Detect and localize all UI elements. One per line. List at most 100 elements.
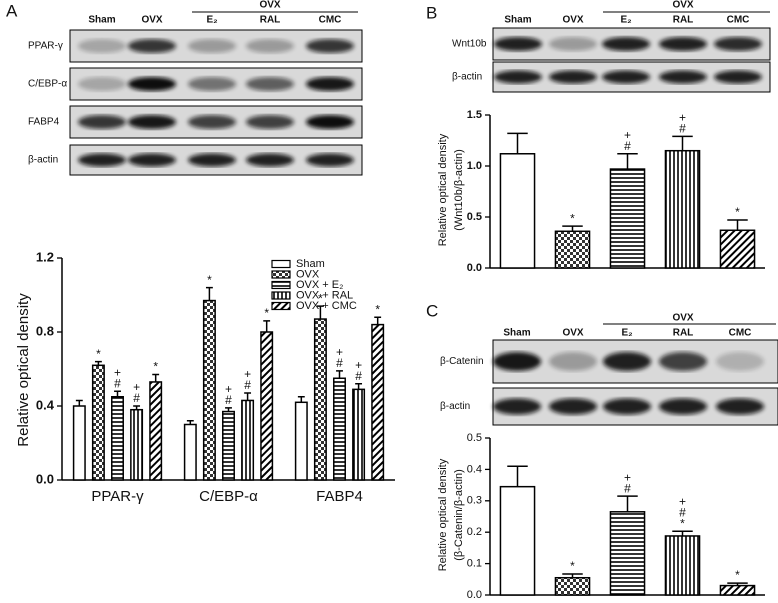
error-bar bbox=[205, 286, 213, 301]
significance-mark: * bbox=[680, 516, 685, 530]
significance-mark: # bbox=[133, 391, 140, 405]
error-bar bbox=[617, 495, 638, 512]
panel-label: A bbox=[6, 1, 18, 20]
error-bar bbox=[75, 399, 83, 406]
bar bbox=[352, 388, 366, 481]
legend-label: Sham bbox=[296, 258, 325, 270]
blot-band bbox=[549, 398, 597, 415]
error-bar bbox=[672, 530, 693, 536]
blot-band bbox=[246, 153, 294, 167]
lane-label: E₂ bbox=[621, 328, 632, 339]
error-bar bbox=[316, 305, 324, 320]
error-bar bbox=[355, 383, 363, 390]
y-axis-label: (Wnt10b/β-actin) bbox=[453, 149, 465, 231]
significance-mark: # bbox=[114, 376, 121, 390]
blot-band bbox=[716, 398, 764, 415]
error-bar bbox=[186, 420, 194, 425]
blot-band bbox=[306, 114, 354, 130]
legend-label: OVX + CMC bbox=[296, 300, 357, 312]
blot-band bbox=[716, 352, 764, 371]
y-tick-label: 0.1 bbox=[467, 558, 482, 570]
lane-label: E₂ bbox=[620, 15, 631, 26]
blot-band bbox=[602, 70, 650, 84]
blot-row-label: PPAR-γ bbox=[28, 41, 63, 52]
y-tick-label: 0.0 bbox=[36, 471, 54, 486]
y-tick-label: 0.0 bbox=[467, 262, 482, 274]
significance-mark: * bbox=[735, 205, 740, 219]
blot-band bbox=[549, 70, 597, 84]
blot-row-label: Wnt10b bbox=[452, 39, 487, 50]
lane-label: RAL bbox=[260, 15, 281, 26]
bar bbox=[371, 323, 385, 481]
error-bar bbox=[114, 390, 121, 397]
x-tick-label: C/EBP-α bbox=[199, 488, 258, 505]
blot-band bbox=[493, 398, 541, 415]
blot-band bbox=[78, 76, 126, 92]
blot-band bbox=[494, 36, 542, 52]
error-bar bbox=[244, 392, 252, 401]
bar bbox=[72, 405, 86, 481]
significance-mark: + bbox=[355, 358, 362, 372]
bar bbox=[91, 364, 105, 481]
legend-swatch bbox=[271, 270, 291, 279]
y-tick-label: 0.0 bbox=[467, 589, 482, 601]
blot-row-label: FABP4 bbox=[28, 117, 60, 128]
significance-mark: + bbox=[336, 345, 343, 359]
significance-mark: # bbox=[225, 393, 232, 407]
significance-mark: + bbox=[679, 111, 686, 125]
lane-label: CMC bbox=[319, 15, 342, 26]
blot-band bbox=[659, 398, 707, 415]
significance-mark: + bbox=[624, 470, 631, 484]
bar bbox=[609, 511, 646, 596]
legend-label: OVX + RAL bbox=[296, 289, 353, 301]
blot-band bbox=[188, 114, 236, 130]
y-tick-label: 0.2 bbox=[467, 526, 482, 538]
blot-band bbox=[659, 352, 707, 371]
y-tick-label: 0.4 bbox=[36, 397, 55, 412]
significance-mark: # bbox=[624, 139, 631, 153]
blot-band bbox=[128, 153, 176, 167]
blot-band bbox=[306, 76, 354, 92]
error-bar bbox=[672, 135, 693, 151]
blot-band bbox=[78, 114, 126, 130]
error-bar bbox=[562, 225, 583, 232]
legend-swatch bbox=[271, 291, 291, 300]
significance-mark: * bbox=[375, 302, 380, 316]
error-bar bbox=[617, 153, 638, 170]
blot-band bbox=[246, 76, 294, 92]
y-tick-label: 1.5 bbox=[467, 109, 482, 121]
lane-label: Sham bbox=[88, 15, 115, 26]
blot-band bbox=[603, 352, 651, 371]
bar bbox=[664, 149, 701, 269]
blot-band bbox=[603, 398, 651, 415]
significance-mark: * bbox=[153, 360, 158, 374]
significance-mark: + bbox=[225, 382, 232, 396]
significance-mark: # bbox=[624, 481, 631, 495]
legend-swatch bbox=[271, 259, 291, 269]
bar bbox=[554, 576, 591, 596]
error-bar bbox=[562, 573, 583, 578]
lane-label: OVX bbox=[562, 328, 583, 339]
legend-label: OVX + E₂ bbox=[296, 279, 343, 291]
significance-mark: * bbox=[264, 306, 269, 320]
y-axis-label: Relative optical density bbox=[15, 293, 32, 447]
blot-band bbox=[549, 352, 597, 371]
bar bbox=[499, 153, 536, 269]
lane-label: Sham bbox=[504, 15, 531, 26]
error-bar bbox=[133, 405, 141, 410]
lane-label: Sham bbox=[503, 328, 530, 339]
error-bar bbox=[152, 373, 160, 382]
error-bar bbox=[727, 582, 748, 586]
bar bbox=[719, 229, 756, 269]
lane-label: E₂ bbox=[206, 15, 217, 26]
lane-label: CMC bbox=[729, 328, 752, 339]
significance-mark: # bbox=[679, 505, 686, 519]
blot-band bbox=[188, 76, 236, 92]
bar bbox=[294, 401, 308, 481]
legend-swatch bbox=[271, 301, 291, 311]
blot-band bbox=[493, 352, 541, 371]
bar bbox=[499, 485, 536, 596]
y-tick-label: 0.4 bbox=[467, 463, 482, 475]
blot-band bbox=[306, 153, 354, 167]
